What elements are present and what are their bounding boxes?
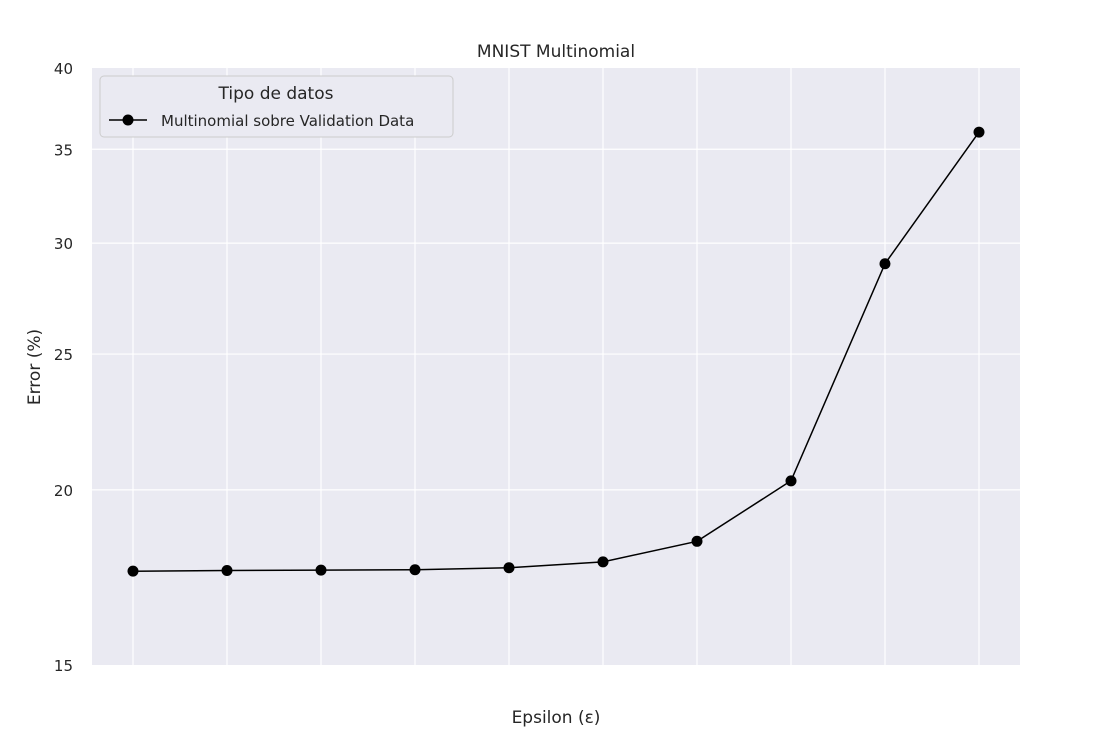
data-point	[315, 564, 327, 576]
data-point	[785, 475, 797, 487]
x-axis-label: Epsilon (ε)	[512, 708, 601, 728]
horizontal-grid	[92, 148, 1020, 491]
y-tick-label: 40	[54, 60, 73, 78]
y-axis-ticks: 15 20 25 30 35 40	[54, 60, 73, 675]
y-tick-label: 35	[54, 141, 73, 159]
legend-series-label: Multinomial sobre Validation Data	[161, 112, 414, 130]
legend-title: Tipo de datos	[218, 84, 334, 104]
data-point	[221, 564, 233, 576]
data-point	[879, 258, 891, 270]
chart-title: MNIST Multinomial	[477, 42, 635, 62]
plot-area	[92, 68, 1020, 665]
y-tick-label: 20	[54, 482, 73, 500]
data-point	[127, 565, 139, 577]
legend-box	[99, 75, 454, 138]
y-axis-label: Error (%)	[25, 329, 45, 405]
series-line	[132, 131, 980, 572]
data-point	[597, 556, 609, 568]
data-point	[973, 126, 985, 138]
y-tick-label: 25	[54, 346, 73, 364]
data-point	[409, 564, 421, 576]
vertical-grid	[132, 68, 980, 665]
legend-marker	[122, 114, 134, 126]
data-point	[503, 562, 515, 574]
y-tick-label: 15	[54, 657, 73, 675]
legend: Tipo de datos Multinomial sobre Validati…	[99, 75, 454, 138]
series-group	[127, 126, 985, 577]
y-tick-label: 30	[54, 235, 73, 253]
data-point	[691, 535, 703, 547]
